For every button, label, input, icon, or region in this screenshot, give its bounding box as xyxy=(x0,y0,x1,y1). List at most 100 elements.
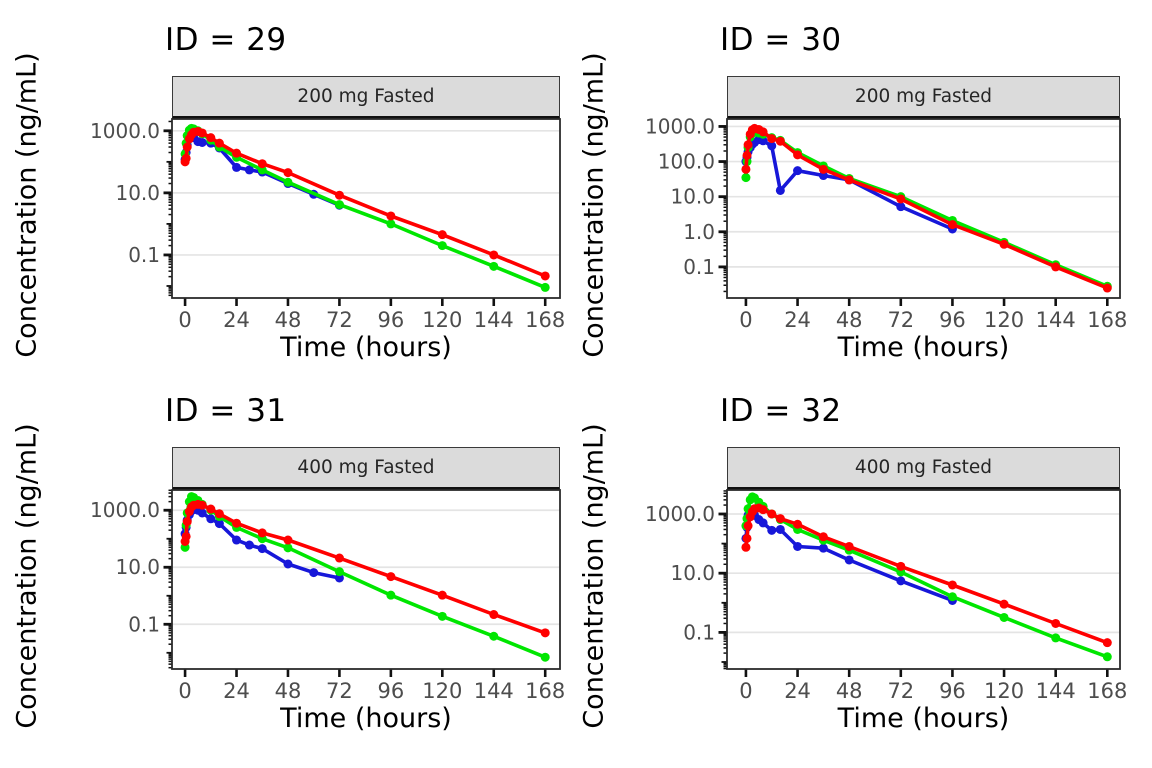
series-point-red xyxy=(818,164,828,174)
series-point-blue xyxy=(775,524,785,534)
x-axis-title: Time (hours) xyxy=(280,332,452,363)
series-point-red xyxy=(947,580,957,590)
facet-strip: 200 mg Fasted xyxy=(727,76,1120,119)
x-axis-title: Time (hours) xyxy=(837,332,1010,363)
series-point-red xyxy=(742,533,752,543)
x-tick-label: 144 xyxy=(1036,308,1076,332)
series-point-blue xyxy=(257,544,267,554)
x-tick-label: 72 xyxy=(887,308,914,332)
plot-area: 1000.0 10.0 0.1 0 24 48 72 96 120 144 168 xyxy=(90,118,565,332)
facet-strip: 200 mg Fasted xyxy=(172,76,560,119)
series-point-red xyxy=(741,542,751,552)
panel-id-29: ID = 29 200 mg Fasted 1000.0 10.0 0.1 0 24 48… xyxy=(0,0,576,390)
series-point-red xyxy=(818,532,828,542)
facet-strip: 400 mg Fasted xyxy=(172,447,560,490)
x-tick-label: 48 xyxy=(275,308,302,332)
x-tick-label: 48 xyxy=(836,308,863,332)
series-point-blue xyxy=(214,519,224,529)
series-point-blue xyxy=(334,573,344,583)
series-point-red xyxy=(437,230,447,240)
series-point-blue xyxy=(232,162,242,172)
facet-strip-label: 400 mg Fasted xyxy=(297,457,435,478)
series-point-green xyxy=(283,177,293,187)
series-point-green xyxy=(386,219,396,229)
series-point-red xyxy=(999,599,1009,609)
series-point-green xyxy=(489,631,499,641)
plot-area: 1000.0 10.0 0.1 0 24 48 72 96 120 144 168 xyxy=(90,489,565,703)
series-point-blue xyxy=(197,508,207,518)
y-tick-label: 0.1 xyxy=(128,612,160,636)
series-point-red xyxy=(232,518,242,528)
series-point-green xyxy=(257,165,267,175)
series-point-blue xyxy=(767,141,777,151)
panel-title: ID = 30 xyxy=(720,22,842,58)
y-tick-label: 10.0 xyxy=(115,555,160,579)
series-point-green xyxy=(386,590,396,600)
y-tick-label: 10.0 xyxy=(670,561,715,585)
series-point-red xyxy=(743,140,753,150)
x-tick-label: 24 xyxy=(784,308,811,332)
series-point-red xyxy=(742,150,752,160)
x-tick-label: 168 xyxy=(525,308,565,332)
series-point-red xyxy=(1051,262,1061,272)
y-tick-label: 0.1 xyxy=(683,620,715,644)
series-point-red xyxy=(334,553,344,563)
x-axis-title: Time (hours) xyxy=(280,703,452,734)
series-point-red xyxy=(1051,618,1061,628)
series-point-red xyxy=(1102,638,1112,648)
series-point-red xyxy=(1102,283,1112,293)
panel-background xyxy=(727,490,1120,669)
series-point-blue xyxy=(896,202,906,212)
y-axis-title: Concentration (ng/mL) xyxy=(11,52,43,358)
x-tick-label: 48 xyxy=(275,679,302,703)
series-point-red xyxy=(197,128,207,138)
panel-background xyxy=(172,490,560,669)
series-point-blue xyxy=(244,540,254,550)
x-tick-label: 168 xyxy=(525,679,565,703)
panel-title: ID = 32 xyxy=(720,393,842,429)
series-point-red xyxy=(437,590,447,600)
y-tick-label: 1.0 xyxy=(683,220,715,244)
x-tick-label: 72 xyxy=(326,308,353,332)
series-point-blue xyxy=(793,166,803,176)
series-point-blue xyxy=(244,165,254,175)
series-point-green xyxy=(1102,652,1112,662)
series-point-red xyxy=(758,505,768,515)
panel-border xyxy=(726,118,1121,299)
series-point-red xyxy=(844,175,854,185)
x-tick-label: 0 xyxy=(739,679,752,703)
x-tick-label: 0 xyxy=(178,679,191,703)
series-point-blue xyxy=(818,171,828,181)
panel-title: ID = 29 xyxy=(165,22,287,58)
x-tick-label: 96 xyxy=(939,679,966,703)
series-point-red xyxy=(793,519,803,529)
x-tick-label: 168 xyxy=(1087,679,1127,703)
series-point-red xyxy=(206,504,216,514)
series-point-red xyxy=(257,528,267,538)
series-point-blue xyxy=(818,543,828,553)
y-axis-title: Concentration (ng/mL) xyxy=(578,52,610,358)
x-tick-label: 120 xyxy=(984,679,1024,703)
series-point-blue xyxy=(844,555,854,565)
facet-strip-label: 400 mg Fasted xyxy=(854,457,993,478)
series-point-red xyxy=(775,514,785,524)
x-tick-label: 120 xyxy=(422,308,462,332)
series-point-blue xyxy=(767,525,777,535)
series-point-green xyxy=(947,592,957,602)
series-point-red xyxy=(767,509,777,519)
series-point-green xyxy=(489,261,499,271)
series-point-green xyxy=(334,200,344,210)
series-point-green xyxy=(334,567,344,577)
series-point-red xyxy=(844,541,854,551)
x-tick-label: 0 xyxy=(178,308,191,332)
series-point-blue xyxy=(793,541,803,551)
y-tick-label: 10.0 xyxy=(115,181,160,205)
facet-strip: 400 mg Fasted xyxy=(727,447,1120,490)
series-point-blue xyxy=(775,185,785,195)
series-point-red xyxy=(947,220,957,230)
series-point-red xyxy=(767,134,777,144)
series-point-red xyxy=(489,250,499,260)
x-tick-label: 120 xyxy=(984,308,1024,332)
facet-strip-label: 200 mg Fasted xyxy=(854,86,993,107)
series-point-red xyxy=(206,133,216,143)
